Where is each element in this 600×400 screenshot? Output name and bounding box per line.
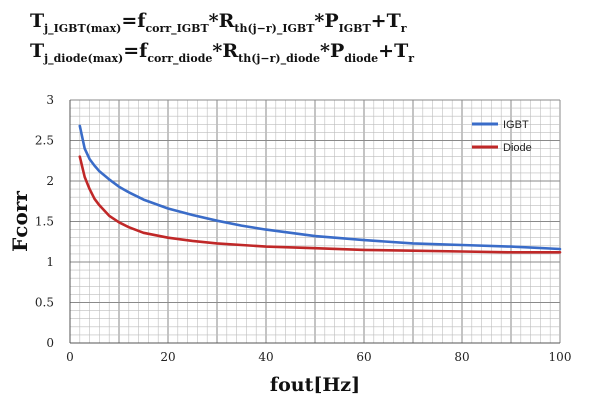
y-tick-label: 0 — [46, 336, 54, 350]
y-tick-label: 2 — [46, 174, 54, 188]
y-tick-label: 1 — [46, 255, 54, 269]
formula-term: T — [30, 10, 45, 32]
y-axis-title: Fcorr — [8, 191, 32, 252]
formula-subscript: j_diode(max) — [44, 52, 124, 65]
diode-junction-temp-formula: Tj_diode(max)=fcorr_diode*Rth(j−r)_diode… — [30, 40, 415, 65]
x-tick-label: 80 — [454, 350, 469, 364]
x-tick-label: 20 — [160, 350, 175, 364]
formula-term: *P — [320, 40, 345, 62]
chart-axes — [69, 100, 560, 344]
formula-subscript: th(j−r)_diode — [238, 52, 321, 65]
igbt-junction-temp-formula: Tj_IGBT(max)=fcorr_IGBT*Rth(j−r)_IGBT*PI… — [30, 10, 407, 35]
formula-term: T — [30, 40, 45, 62]
formula-term: *P — [314, 10, 339, 32]
series-line-diode — [78, 155, 562, 254]
formula-subscript: diode — [344, 52, 379, 65]
x-tick-label: 0 — [66, 350, 74, 364]
formula-term: *R — [212, 40, 239, 62]
chart-grid — [70, 99, 561, 343]
formula-term: *R — [208, 10, 235, 32]
chart-series — [78, 124, 562, 254]
formula-subscript: corr_IGBT — [145, 22, 209, 35]
formula-term: +T — [378, 40, 409, 62]
legend-label-diode: Diode — [503, 142, 532, 154]
formula-term: =f — [123, 40, 148, 62]
x-tick-label: 60 — [356, 350, 371, 364]
legend-label-igbt: IGBT — [503, 119, 529, 131]
formula-term: +T — [370, 10, 401, 32]
y-tick-label: 1.5 — [35, 215, 54, 229]
formula-term: =f — [121, 10, 146, 32]
y-tick-label: 0.5 — [35, 296, 54, 310]
x-tick-label: 100 — [549, 350, 572, 364]
chart-legend: IGBT Diode — [472, 119, 532, 154]
y-tick-label: 3 — [46, 93, 54, 107]
series-line-igbt — [78, 124, 562, 251]
y-tick-label: 2.5 — [35, 134, 54, 148]
chart-tick-labels: 0 20 40 60 80 100 0 0.5 1 1.5 2 2.5 3 — [35, 93, 572, 364]
formula-subscript: IGBT — [338, 22, 371, 35]
x-tick-label: 40 — [258, 350, 273, 364]
x-axis-title: fout[Hz] — [270, 374, 360, 396]
formula-subscript: r — [408, 52, 415, 65]
formula-subscript: th(j−r)_IGBT — [234, 22, 315, 35]
formula-subscript: corr_diode — [147, 52, 213, 65]
formula-subscript: r — [400, 22, 407, 35]
formula-subscript: j_IGBT(max) — [44, 22, 122, 35]
